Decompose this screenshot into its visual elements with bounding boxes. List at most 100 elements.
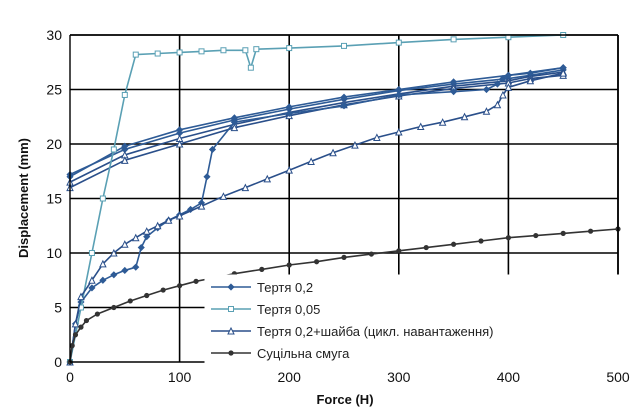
series-point	[94, 311, 101, 317]
series-point	[110, 146, 117, 153]
extra-series-point	[230, 123, 239, 132]
series-point	[450, 241, 457, 247]
series-point	[247, 64, 254, 71]
series-point	[340, 102, 348, 110]
y-tick-label: 25	[46, 82, 62, 98]
series-point	[313, 259, 320, 265]
legend: Тертя 0,2 Тертя 0,05 Тертя 0,2+шайба (цикл…	[204, 274, 621, 370]
series-point	[395, 91, 403, 99]
series-point	[99, 276, 107, 284]
series-point	[241, 183, 250, 192]
series-point	[132, 263, 140, 271]
series-point	[131, 233, 140, 242]
series-point	[505, 235, 511, 241]
legend-swatch-marker	[227, 283, 235, 291]
x-tick-label: 300	[387, 369, 411, 385]
extra-series-point	[120, 156, 129, 164]
series-point	[285, 166, 294, 174]
series-point	[493, 100, 502, 109]
series-point	[99, 195, 106, 202]
series-point	[197, 202, 206, 210]
series-point	[208, 145, 217, 154]
extra-series-3	[66, 64, 567, 181]
series-point	[154, 50, 161, 57]
series-point	[142, 227, 151, 235]
y-tick-label: 15	[46, 191, 62, 207]
series-point	[285, 109, 293, 118]
series-point	[175, 211, 184, 220]
series-point	[77, 292, 85, 301]
series-point	[450, 88, 458, 96]
series-point	[253, 46, 260, 53]
series-point	[504, 71, 512, 79]
series-point	[110, 271, 118, 279]
series-point	[160, 287, 166, 293]
series-point	[83, 317, 90, 324]
series-1	[67, 32, 567, 365]
series-point	[99, 259, 107, 268]
series-point	[526, 69, 534, 77]
legend-swatch-marker	[228, 350, 234, 356]
series-point	[416, 122, 425, 131]
extra-series-point	[121, 142, 129, 150]
series-point	[499, 75, 507, 83]
legend-entry: Тертя 0,2	[211, 280, 313, 295]
series-point	[127, 298, 133, 304]
series-point	[373, 133, 381, 141]
series-point	[286, 45, 293, 52]
series-point	[78, 324, 84, 330]
series-point	[286, 262, 292, 268]
legend-label: Тертя 0,05	[257, 302, 320, 317]
series-point	[533, 232, 539, 239]
series-point	[341, 42, 347, 49]
legend-entry: Тертя 0,2+шайба (цикл. навантаження)	[211, 324, 494, 339]
series-point	[143, 233, 151, 241]
series-point	[121, 266, 129, 275]
series-point	[329, 148, 337, 157]
legend-label: Тертя 0,2	[257, 280, 313, 295]
series-point	[460, 112, 469, 121]
x-tick-label: 0	[66, 369, 74, 385]
legend-swatch-marker	[228, 306, 234, 312]
series-2	[66, 69, 568, 366]
series-point	[499, 90, 507, 99]
series-point	[203, 173, 211, 181]
legend-box	[204, 274, 621, 370]
series-3	[67, 226, 621, 365]
series-point	[587, 228, 594, 234]
series-point	[153, 221, 162, 230]
y-tick-label: 20	[46, 136, 62, 152]
extra-series-point	[340, 93, 348, 101]
y-tick-label: 30	[46, 27, 62, 43]
legend-swatch-marker	[227, 326, 235, 335]
series-point	[259, 266, 265, 272]
series-point	[450, 36, 457, 43]
x-axis-title: Force (H)	[316, 392, 373, 407]
series-point	[219, 192, 228, 200]
series-line	[69, 228, 619, 363]
series-point	[307, 157, 315, 165]
y-tick-label: 10	[46, 245, 62, 261]
series-line	[69, 34, 564, 363]
y-tick-label: 0	[54, 354, 62, 370]
x-tick-label: 500	[606, 369, 630, 385]
series-point	[482, 107, 491, 115]
y-tick-label: 5	[54, 300, 62, 316]
x-tick-label: 100	[168, 369, 192, 385]
series-point	[71, 319, 80, 328]
series-point	[423, 244, 429, 251]
series-point	[137, 243, 145, 252]
extra-series-point	[176, 126, 184, 134]
extra-series-point	[175, 139, 184, 148]
series-point	[193, 278, 199, 284]
series-point	[177, 283, 183, 289]
series-point	[88, 276, 96, 284]
series-point	[526, 76, 535, 85]
series-point	[111, 304, 117, 311]
legend-label: Тертя 0,2+шайба (цикл. навантаження)	[257, 324, 494, 339]
series-point	[351, 140, 359, 149]
series-point	[88, 250, 95, 256]
series-point	[198, 48, 205, 55]
